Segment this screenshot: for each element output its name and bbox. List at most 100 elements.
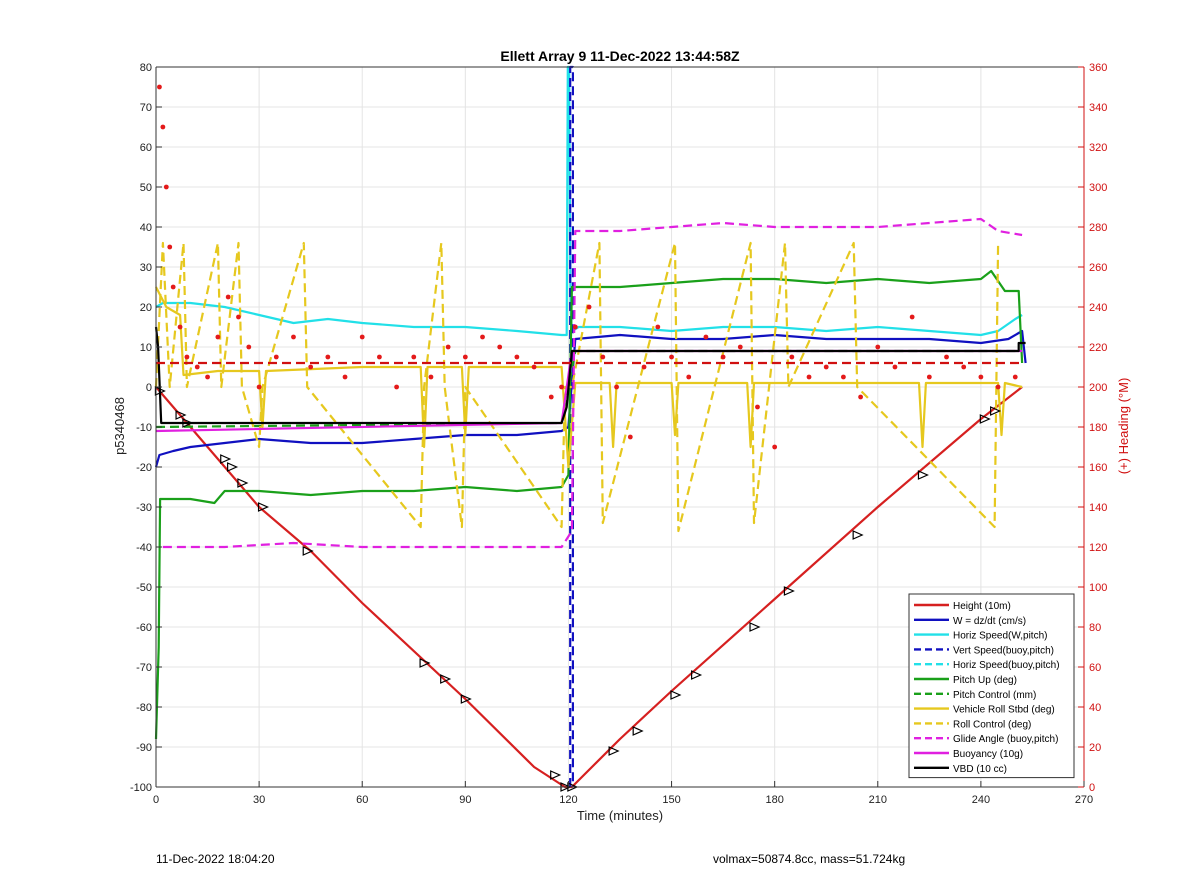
height-marker xyxy=(182,418,194,428)
right-tick-label: 80 xyxy=(1089,622,1101,634)
heading-point xyxy=(342,374,348,380)
footer-timestamp: 11-Dec-2022 18:04:20 xyxy=(156,852,275,866)
right-tick-label: 200 xyxy=(1089,382,1107,394)
right-tick-label: 340 xyxy=(1089,102,1107,114)
right-tick-label: 240 xyxy=(1089,302,1107,314)
heading-point xyxy=(514,354,520,360)
y-tick-label: -20 xyxy=(136,462,152,474)
heading-point xyxy=(167,244,173,250)
heading-point xyxy=(394,384,399,390)
heading-point xyxy=(497,344,503,350)
x-tick-label: 150 xyxy=(662,794,680,806)
heading-point xyxy=(462,354,468,360)
height-marker xyxy=(608,746,620,756)
chart-title: Ellett Array 9 11-Dec-2022 13:44:58Z xyxy=(500,48,740,64)
height-marker xyxy=(632,726,644,736)
heading-point xyxy=(995,384,1001,390)
y-tick-label: -50 xyxy=(136,582,152,594)
heading-point xyxy=(359,334,365,340)
x-tick-label: 60 xyxy=(356,794,368,806)
heading-point xyxy=(194,364,200,370)
height-marker xyxy=(852,530,864,540)
x-tick-label: 120 xyxy=(559,794,577,806)
legend-label: Pitch Up (deg) xyxy=(953,675,1017,686)
x-axis-label: Time (minutes) xyxy=(577,808,663,823)
heading-point xyxy=(841,374,846,380)
y-tick-label: 10 xyxy=(140,342,152,354)
legend-label: Horiz Speed(W,pitch) xyxy=(953,631,1047,642)
height-marker xyxy=(419,658,431,668)
heading-point xyxy=(858,394,863,400)
heading-point xyxy=(480,334,485,340)
heading-point xyxy=(170,284,176,290)
height-marker xyxy=(783,586,795,596)
heading-point xyxy=(755,404,760,410)
y-tick-label: -70 xyxy=(136,662,152,674)
heading-point xyxy=(627,434,633,440)
y-tick-label: 60 xyxy=(140,142,152,154)
heading-point xyxy=(411,354,417,360)
heading-point xyxy=(875,344,881,350)
legend-label: VBD (10 cc) xyxy=(953,764,1007,775)
right-tick-label: 280 xyxy=(1089,222,1107,234)
y-tick-label: -100 xyxy=(130,782,152,794)
right-tick-label: 320 xyxy=(1089,142,1107,154)
heading-point xyxy=(892,364,898,370)
legend-label: Vehicle Roll Stbd (deg) xyxy=(953,705,1055,716)
y-axis-label: p5340468 xyxy=(112,397,127,455)
heading-point xyxy=(160,124,166,130)
legend-label: Buoyancy (10g) xyxy=(953,749,1023,760)
y-tick-label: -40 xyxy=(136,542,152,554)
y-tick-label: -90 xyxy=(136,742,152,754)
height-marker xyxy=(550,770,562,780)
series-pitch-up-deg xyxy=(154,269,1024,740)
height-marker xyxy=(670,690,682,700)
right-tick-label: 160 xyxy=(1089,462,1107,474)
heading-point xyxy=(177,324,183,330)
heading-point xyxy=(291,334,296,340)
footer-summary: volmax=50874.8cc, mass=51.724kg xyxy=(713,852,906,866)
heading-point xyxy=(184,354,190,360)
heading-point xyxy=(1012,374,1018,380)
height-marker xyxy=(175,410,187,420)
heading-point xyxy=(789,354,795,360)
y-tick-label: 40 xyxy=(140,222,152,234)
legend-label: Horiz Speed(buoy,pitch) xyxy=(953,660,1060,671)
y-tick-label: -10 xyxy=(136,422,152,434)
right-tick-label: 360 xyxy=(1089,62,1107,74)
legend-label: Glide Angle (buoy,pitch) xyxy=(953,734,1058,745)
heading-point xyxy=(669,354,674,360)
right-tick-label: 140 xyxy=(1089,502,1107,514)
height-marker xyxy=(257,502,270,512)
right-tick-label: 60 xyxy=(1089,662,1101,674)
x-tick-label: 180 xyxy=(765,794,783,806)
legend-box xyxy=(908,593,1075,779)
right-tick-label: 300 xyxy=(1089,182,1107,194)
x-tick-label: 90 xyxy=(459,794,471,806)
heading-point xyxy=(720,354,726,360)
y-tick-label: 50 xyxy=(140,182,152,194)
heading-point xyxy=(157,84,162,90)
right-tick-label: 260 xyxy=(1089,262,1107,274)
heading-point xyxy=(772,444,778,450)
heading-point xyxy=(686,374,692,380)
height-marker xyxy=(917,470,929,480)
heading-point xyxy=(225,294,231,300)
y-tick-label: -30 xyxy=(136,502,152,514)
right-tick-label: 20 xyxy=(1089,742,1101,754)
heading-point xyxy=(548,394,554,400)
heading-point xyxy=(600,354,606,360)
y-tick-label: -60 xyxy=(136,622,152,634)
heading-point xyxy=(308,364,314,370)
heading-point xyxy=(655,324,661,330)
right-tick-label: 180 xyxy=(1089,422,1107,434)
x-tick-label: 240 xyxy=(972,794,990,806)
heading-point xyxy=(614,384,619,390)
right-tick-label: 0 xyxy=(1089,782,1095,794)
height-marker xyxy=(227,462,239,472)
height-marker xyxy=(990,406,1002,416)
height-marker xyxy=(749,622,761,632)
heading-point xyxy=(428,374,434,380)
y-tick-label: 0 xyxy=(146,382,152,394)
